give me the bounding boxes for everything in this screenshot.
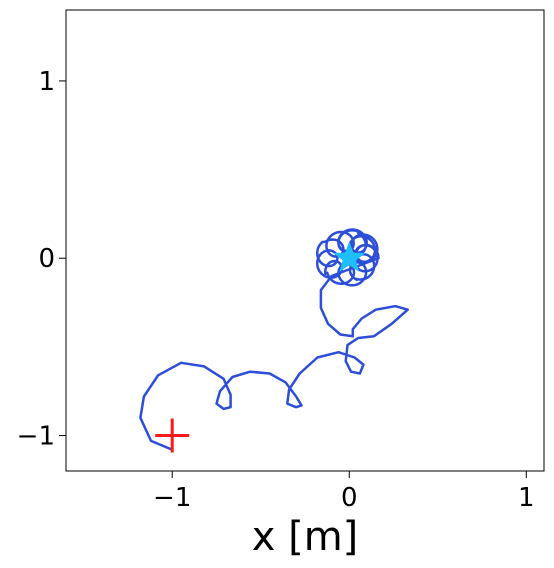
x-tick-label: 1: [518, 483, 535, 513]
plot-frame: [65, 9, 545, 472]
plot-data-layer: [139, 228, 409, 453]
x-axis-label: x [m]: [252, 514, 359, 560]
start-marker: [155, 418, 190, 453]
axis-ticks: −1 0 1 −1 0 1: [17, 67, 535, 513]
trajectory-line: [139, 228, 409, 451]
x-tick-label: 0: [341, 483, 358, 513]
x-tick-label: −1: [153, 483, 191, 513]
y-tick-label: −1: [17, 422, 55, 452]
y-tick-label: 1: [38, 67, 55, 97]
y-tick-label: 0: [38, 244, 55, 274]
goal-star-marker: [333, 241, 366, 272]
